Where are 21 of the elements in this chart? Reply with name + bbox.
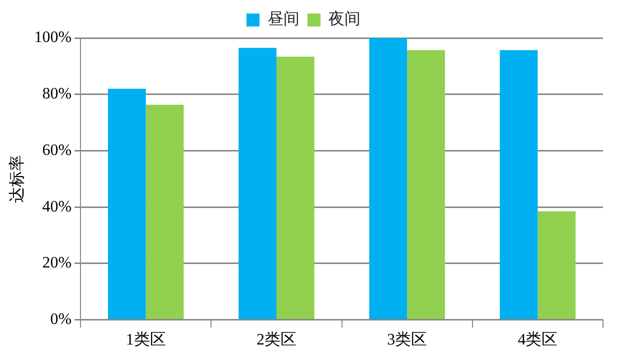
bar (369, 38, 408, 320)
y-tick-label: 100% (34, 29, 72, 46)
y-tick-label: 80% (42, 86, 72, 103)
bar (276, 56, 314, 320)
legend-label: 夜间 (328, 9, 360, 28)
bar (407, 50, 445, 320)
bar (146, 104, 184, 320)
x-tick-label: 2类区 (256, 330, 296, 349)
bar (238, 48, 276, 320)
y-tick-label: 40% (42, 198, 72, 216)
y-axis-title: 达标率 (8, 154, 26, 203)
bar (538, 211, 576, 320)
x-tick-label: 1类区 (126, 330, 166, 349)
bar (108, 88, 146, 320)
y-tick-label: 20% (42, 254, 72, 272)
x-tick-label: 3类区 (387, 330, 428, 349)
y-tick-label: 0% (50, 311, 72, 328)
legend-label: 昼间 (268, 9, 300, 28)
y-tick-label: 60% (42, 142, 72, 159)
x-tick-label: 4类区 (518, 330, 558, 349)
bar (500, 50, 538, 320)
